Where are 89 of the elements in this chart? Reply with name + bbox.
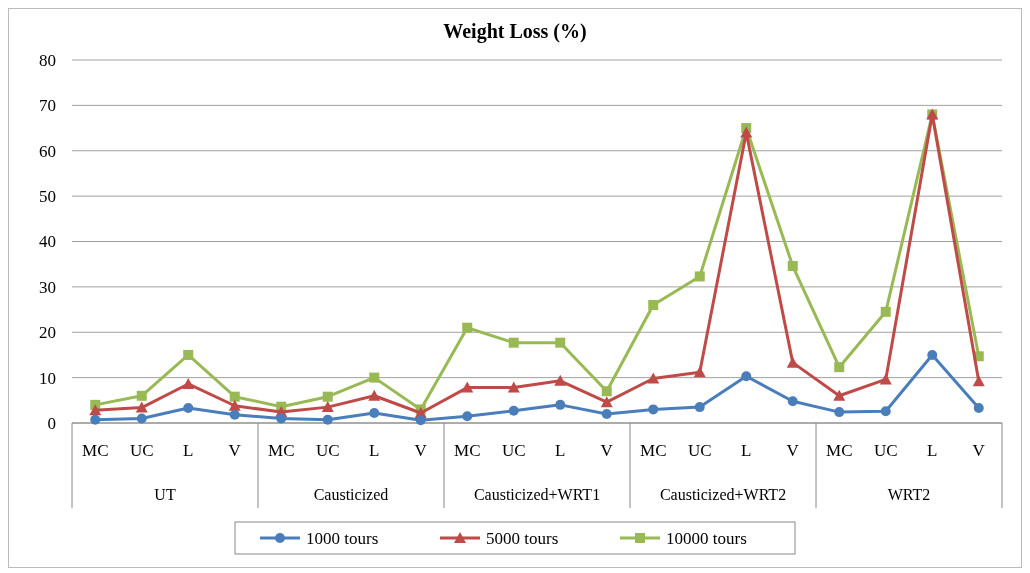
x-tick-label: L [183,441,194,460]
point [693,366,706,378]
point [229,391,240,402]
y-tick-label: 20 [39,323,56,343]
y-tick-label: 70 [39,96,56,116]
legend-label: 10000 tours [666,528,747,548]
x-tick-label: UC [687,441,712,460]
point [508,405,519,416]
y-tick-label: 40 [39,232,56,252]
point [973,403,984,414]
point [507,381,520,393]
x-tick-label: L [369,441,380,460]
x-tick-label: MC [82,441,109,460]
point [741,371,752,382]
point [834,407,845,418]
point [369,408,380,419]
point [647,372,660,384]
point [183,403,194,414]
point [369,372,380,383]
point [508,337,519,348]
point [787,261,798,271]
point [182,377,195,389]
point [415,415,426,426]
point [834,362,845,373]
text: Causticized+WRT2 [659,486,787,503]
x-tick-label: L [927,441,938,460]
point [880,406,891,417]
point [927,349,938,360]
x-tick-label: UC [873,441,898,460]
point [136,413,147,424]
point [228,399,241,411]
point [786,356,799,368]
y-tick-label: 50 [39,187,56,207]
x-tick-label: MC [826,441,853,460]
point [555,337,566,348]
point [183,349,194,360]
x-tick-label: L [741,441,752,460]
point [648,404,659,415]
x-tick-label: V [414,441,428,460]
x-tick-label: MC [640,441,667,460]
point [600,396,613,408]
x-tick-label: L [555,441,566,460]
text: Causticized [313,486,389,503]
point [276,413,287,424]
point [601,408,612,419]
point [462,322,473,333]
point [461,381,474,393]
point [322,414,333,425]
y-tick-label: 0 [47,413,56,433]
point [89,404,102,416]
point [740,126,753,138]
text: UT [154,486,176,503]
point [833,389,846,401]
x-tick-label: V [228,441,242,460]
point [880,306,891,317]
y-tick-label: 30 [39,277,56,297]
x-tick-label: UC [315,441,340,460]
point [135,401,148,413]
x-tick-label: MC [454,441,481,460]
x-tick-label: V [600,441,614,460]
legend-label: 1000 tours [306,528,379,548]
point [554,374,567,386]
point [972,375,985,387]
point [694,271,705,282]
x-tick-label: UC [129,441,154,460]
chart-title: Weight Loss (%) [443,20,587,43]
point [787,396,798,407]
text: WRT2 [887,486,931,503]
y-tick-label: 80 [39,50,56,70]
legend-label: 5000 tours [486,528,559,548]
point [462,411,473,422]
x-tick-label: V [972,441,986,460]
point [879,373,892,385]
point [322,391,333,402]
point [136,390,147,401]
point [648,300,659,311]
y-tick-label: 10 [39,368,56,388]
point [321,401,334,413]
point [601,386,612,397]
point [555,399,566,410]
x-tick-label: UC [501,441,526,460]
y-tick-label: 60 [39,141,56,161]
x-tick-label: MC [268,441,295,460]
point [229,409,240,420]
point [694,402,705,413]
text: Causticized+WRT1 [473,486,601,503]
point [368,389,381,401]
point [90,414,101,425]
x-tick-label: V [786,441,800,460]
